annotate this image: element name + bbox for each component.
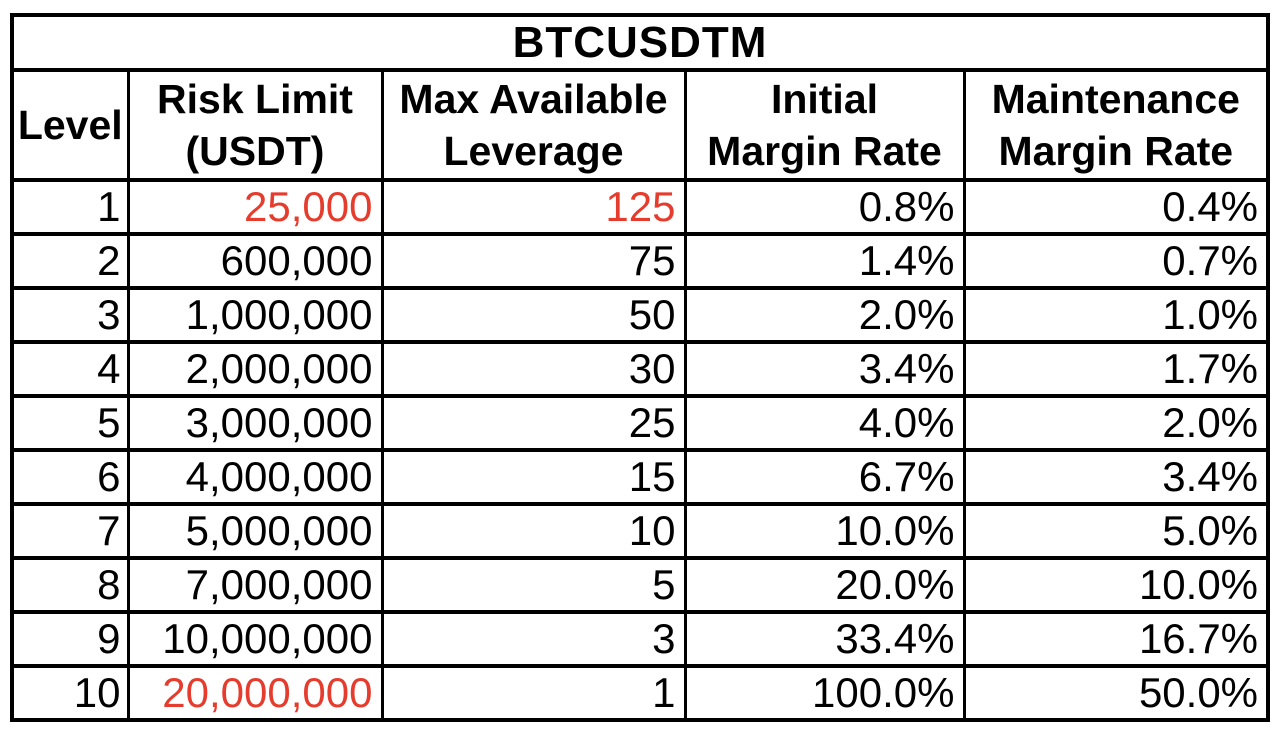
cell-risk-limit: 600,000 xyxy=(126,232,384,290)
risk-limit-table: BTCUSDTM Level Risk Limit (USDT) Max Ava… xyxy=(10,13,1271,722)
cell-initial-margin-rate: 3.4% xyxy=(683,340,966,398)
col-header-level-line1: Level xyxy=(17,101,123,148)
cell-max-leverage: 30 xyxy=(380,340,687,398)
cell-max-leverage: 50 xyxy=(380,286,687,344)
col-header-level: Level xyxy=(10,68,130,182)
table-row: 1 25,000 125 0.8% 0.4% xyxy=(10,178,1270,236)
col-header-risk-limit: Risk Limit (USDT) xyxy=(126,68,384,182)
cell-level: 1 xyxy=(10,178,130,236)
cell-risk-limit: 10,000,000 xyxy=(126,610,384,668)
col-header-initial-margin-line1: Initial xyxy=(770,75,879,122)
header-row: Level Risk Limit (USDT) Max Available Le… xyxy=(10,68,1270,182)
col-header-risk-limit-line2: (USDT) xyxy=(185,128,325,174)
cell-level: 8 xyxy=(10,556,130,614)
cell-max-leverage: 25 xyxy=(380,394,687,452)
table-row: 6 4,000,000 15 6.7% 3.4% xyxy=(10,448,1270,506)
cell-level: 6 xyxy=(10,448,130,506)
table-row: 5 3,000,000 25 4.0% 2.0% xyxy=(10,394,1270,452)
cell-level: 7 xyxy=(10,502,130,560)
cell-initial-margin-rate: 10.0% xyxy=(683,502,966,560)
col-header-max-leverage-line1: Max Available xyxy=(399,75,668,122)
table-row: 10 20,000,000 1 100.0% 50.0% xyxy=(10,664,1270,722)
cell-risk-limit: 2,000,000 xyxy=(126,340,384,398)
cell-level: 9 xyxy=(10,610,130,668)
cell-max-leverage: 3 xyxy=(380,610,687,668)
cell-max-leverage: 10 xyxy=(380,502,687,560)
cell-level: 4 xyxy=(10,340,130,398)
cell-max-leverage: 125 xyxy=(380,178,687,236)
cell-level: 5 xyxy=(10,394,130,452)
cell-maintenance-margin-rate: 16.7% xyxy=(962,610,1270,668)
table-row: 9 10,000,000 3 33.4% 16.7% xyxy=(10,610,1270,668)
table-row: 2 600,000 75 1.4% 0.7% xyxy=(10,232,1270,290)
cell-maintenance-margin-rate: 10.0% xyxy=(962,556,1270,614)
cell-risk-limit: 25,000 xyxy=(126,178,384,236)
cell-level: 2 xyxy=(10,232,130,290)
cell-maintenance-margin-rate: 2.0% xyxy=(962,394,1270,452)
cell-maintenance-margin-rate: 50.0% xyxy=(962,664,1270,722)
cell-initial-margin-rate: 0.8% xyxy=(683,178,966,236)
cell-initial-margin-rate: 4.0% xyxy=(683,394,966,452)
cell-initial-margin-rate: 1.4% xyxy=(683,232,966,290)
cell-maintenance-margin-rate: 1.7% xyxy=(962,340,1270,398)
table-row: 4 2,000,000 30 3.4% 1.7% xyxy=(10,340,1270,398)
col-header-risk-limit-line1: Risk Limit xyxy=(157,75,353,122)
cell-initial-margin-rate: 2.0% xyxy=(683,286,966,344)
col-header-maintenance-margin: Maintenance Margin Rate xyxy=(962,68,1270,182)
cell-risk-limit: 3,000,000 xyxy=(126,394,384,452)
cell-level: 10 xyxy=(10,664,130,722)
table-row: 7 5,000,000 10 10.0% 5.0% xyxy=(10,502,1270,560)
cell-maintenance-margin-rate: 1.0% xyxy=(962,286,1270,344)
cell-initial-margin-rate: 33.4% xyxy=(683,610,966,668)
cell-maintenance-margin-rate: 0.4% xyxy=(962,178,1270,236)
table-title: BTCUSDTM xyxy=(10,13,1270,72)
cell-risk-limit: 20,000,000 xyxy=(126,664,384,722)
cell-initial-margin-rate: 20.0% xyxy=(683,556,966,614)
cell-max-leverage: 1 xyxy=(380,664,687,722)
col-header-maintenance-margin-line1: Maintenance xyxy=(991,75,1240,122)
col-header-max-leverage: Max Available Leverage xyxy=(380,68,687,182)
cell-level: 3 xyxy=(10,286,130,344)
cell-maintenance-margin-rate: 3.4% xyxy=(962,448,1270,506)
cell-initial-margin-rate: 6.7% xyxy=(683,448,966,506)
cell-risk-limit: 4,000,000 xyxy=(126,448,384,506)
cell-initial-margin-rate: 100.0% xyxy=(683,664,966,722)
col-header-initial-margin-line2: Margin Rate xyxy=(707,128,942,174)
cell-maintenance-margin-rate: 0.7% xyxy=(962,232,1270,290)
cell-maintenance-margin-rate: 5.0% xyxy=(962,502,1270,560)
title-row: BTCUSDTM xyxy=(10,13,1270,72)
col-header-maintenance-margin-line2: Margin Rate xyxy=(998,128,1234,174)
cell-max-leverage: 75 xyxy=(380,232,687,290)
col-header-initial-margin: Initial Margin Rate xyxy=(683,68,966,182)
cell-risk-limit: 1,000,000 xyxy=(126,286,384,344)
col-header-max-leverage-line2: Leverage xyxy=(443,128,624,174)
cell-max-leverage: 5 xyxy=(380,556,687,614)
risk-limit-table-container: BTCUSDTM Level Risk Limit (USDT) Max Ava… xyxy=(10,13,1271,722)
table-row: 3 1,000,000 50 2.0% 1.0% xyxy=(10,286,1270,344)
cell-max-leverage: 15 xyxy=(380,448,687,506)
cell-risk-limit: 7,000,000 xyxy=(126,556,384,614)
table-row: 8 7,000,000 5 20.0% 10.0% xyxy=(10,556,1270,614)
cell-risk-limit: 5,000,000 xyxy=(126,502,384,560)
